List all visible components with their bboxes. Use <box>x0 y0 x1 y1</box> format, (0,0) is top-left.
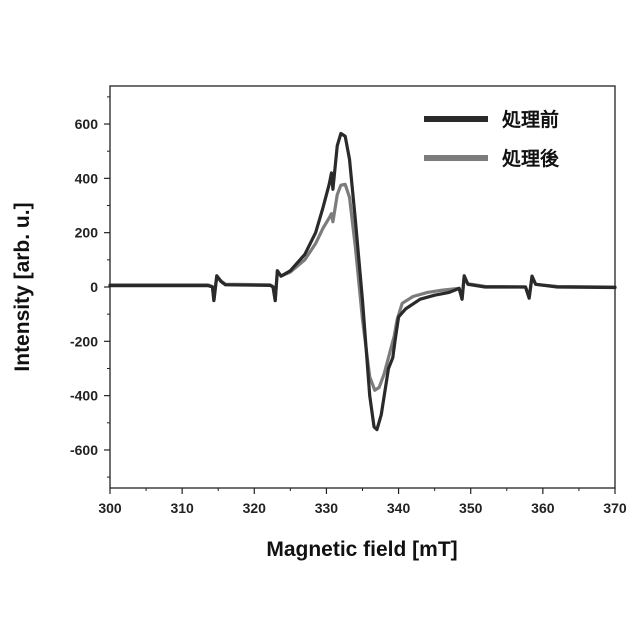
x-tick-label: 350 <box>459 500 483 516</box>
series-layer <box>110 134 615 430</box>
y-tick-label: -400 <box>70 388 98 404</box>
x-tick-label: 370 <box>603 500 627 516</box>
x-axis-title: Magnetic field [mT] <box>266 538 457 561</box>
x-tick-label: 330 <box>315 500 339 516</box>
x-tick-label: 360 <box>531 500 555 516</box>
y-tick-label: 0 <box>90 279 98 295</box>
y-axis-title: Intensity [arb. u.] <box>11 202 34 371</box>
series-line-0 <box>110 134 615 430</box>
y-tick-label: 200 <box>75 225 99 241</box>
y-tick-label: 600 <box>75 116 99 132</box>
y-tick-label: -600 <box>70 442 98 458</box>
x-tick-label: 310 <box>170 500 194 516</box>
x-tick-label: 300 <box>98 500 122 516</box>
legend: 処理前処理後 <box>424 108 560 170</box>
y-tick-label: 400 <box>75 170 99 186</box>
x-tick-label: 340 <box>387 500 411 516</box>
x-axis-ticks: 300 310 320 330 340 350 360 370 <box>98 488 627 516</box>
y-axis-ticks: 600 400 200 0 -200 -400 -600 <box>70 97 110 477</box>
legend-label-0: 処理前 <box>502 108 559 131</box>
y-tick-label: -200 <box>70 333 98 349</box>
legend-label-1: 処理後 <box>502 147 560 170</box>
x-tick-label: 320 <box>243 500 267 516</box>
